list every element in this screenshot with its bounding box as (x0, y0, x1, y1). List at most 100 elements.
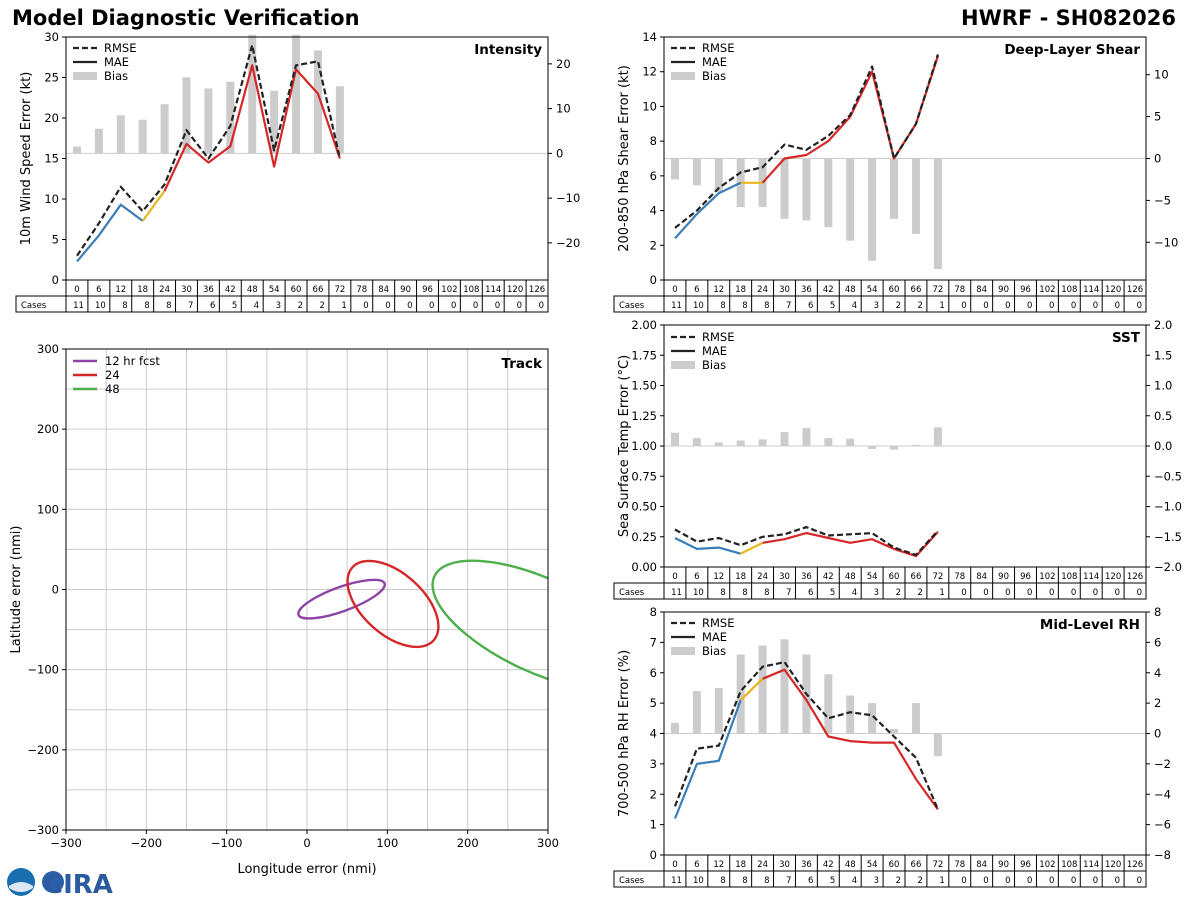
bias-bar (911, 158, 920, 234)
case-count: 0 (983, 876, 988, 886)
bias-bar (714, 687, 723, 734)
bias-bar (868, 446, 877, 450)
case-count: 0 (1137, 876, 1142, 886)
mae-line (674, 537, 741, 555)
bias-bar (692, 690, 701, 734)
forecast-hour-label: 30 (181, 285, 192, 295)
y2-tick-label: −1.5 (1154, 530, 1182, 544)
forecast-hour-label: 114 (1083, 860, 1099, 870)
legend-rmse-label: RMSE (702, 41, 734, 55)
case-count: 7 (786, 301, 791, 311)
cases-table: Cases01161012818824830736642548454360266… (15, 279, 549, 313)
case-count: 0 (1093, 588, 1098, 598)
legend-bias-label: Bias (702, 644, 726, 658)
case-count: 4 (852, 876, 857, 886)
bias-bar (226, 81, 235, 154)
forecast-hour-label: 108 (1061, 285, 1077, 295)
x-tick-label: 0 (303, 836, 310, 850)
case-count: 5 (232, 301, 237, 311)
error-ellipse (297, 578, 386, 620)
case-count: 8 (742, 876, 747, 886)
y2-tick-label: −10 (1154, 235, 1178, 249)
y-tick-label: 0 (52, 273, 59, 287)
forecast-hour-label: 90 (400, 285, 411, 295)
forecast-hour-label: 78 (954, 572, 965, 582)
case-count: 0 (961, 588, 966, 598)
case-count: 2 (917, 301, 922, 311)
forecast-hour-label: 120 (507, 285, 523, 295)
forecast-hour-label: 42 (823, 572, 834, 582)
x-axis-label: Longitude error (nmi) (237, 862, 376, 877)
case-count: 10 (95, 301, 106, 311)
forecast-hour-label: 30 (779, 285, 790, 295)
x-tick-label: 100 (376, 836, 398, 850)
case-count: 1 (939, 876, 944, 886)
case-count: 0 (385, 301, 390, 311)
bias-bar (182, 77, 191, 154)
bias-bar (670, 722, 679, 734)
y-tick-label: 12 (642, 65, 657, 79)
bias-bar (138, 119, 147, 154)
y-tick-label: 14 (642, 30, 657, 44)
y2-tick-label: 0.5 (1154, 409, 1172, 423)
bias-bar (714, 442, 723, 446)
forecast-hour-label: 6 (694, 572, 699, 582)
mae-line (740, 541, 764, 555)
forecast-hour-label: 48 (845, 860, 856, 870)
y-tick-label: 10 (642, 99, 657, 113)
case-count: 0 (539, 301, 544, 311)
forecast-hour-label: 84 (976, 860, 987, 870)
forecast-hour-label: 108 (1061, 860, 1077, 870)
y2-tick-label: 20 (556, 57, 571, 71)
bias-bar (670, 432, 679, 446)
bias-bar (824, 158, 833, 228)
bias-bar (802, 427, 811, 446)
y2-tick-label: 1.5 (1154, 348, 1172, 362)
case-count: 2 (896, 588, 901, 598)
cases-label-cell (613, 295, 665, 313)
mae-line (141, 190, 166, 222)
bias-bar (780, 639, 789, 734)
case-count: 6 (808, 876, 813, 886)
forecast-hour-label: 60 (889, 572, 900, 582)
forecast-hour-label: 84 (976, 572, 987, 582)
forecast-hour-label: 24 (757, 860, 768, 870)
case-count: 11 (73, 301, 84, 311)
forecast-hour-label: 114 (1083, 285, 1099, 295)
forecast-hour-label: 78 (954, 860, 965, 870)
legend-rmse-label: RMSE (702, 330, 734, 344)
forecast-hour-label: 126 (1127, 572, 1143, 582)
forecast-hour-label: 126 (1127, 285, 1143, 295)
case-count: 5 (830, 588, 835, 598)
forecast-hour-label: 42 (823, 285, 834, 295)
y-tick-label: 0 (650, 848, 657, 862)
case-count: 2 (917, 588, 922, 598)
case-count: 2 (319, 301, 324, 311)
case-count: 3 (276, 301, 281, 311)
y2-tick-label: −2.0 (1154, 560, 1182, 574)
y-tick-label: 300 (37, 342, 59, 356)
legend-mae-label: MAE (104, 55, 129, 69)
cases-label: Cases (619, 301, 645, 311)
forecast-hour-label: 0 (672, 572, 677, 582)
forecast-hour-label: 18 (735, 860, 746, 870)
bias-bar (846, 695, 855, 734)
x-tick-label: −200 (131, 836, 163, 850)
cases-label-cell (15, 295, 67, 313)
case-count: 7 (786, 588, 791, 598)
forecast-hour-label: 18 (137, 285, 148, 295)
forecast-hour-label: 102 (1039, 285, 1055, 295)
case-count: 7 (188, 301, 193, 311)
y-tick-label: −300 (27, 823, 59, 837)
forecast-hour-label: 114 (485, 285, 501, 295)
forecast-hour-label: 114 (1083, 572, 1099, 582)
case-count: 0 (983, 588, 988, 598)
rmse-line (674, 54, 939, 229)
case-count: 8 (764, 588, 769, 598)
y2-tick-label: −2 (1154, 757, 1171, 771)
y-axis-label: 700-500 hPa RH Error (%) (617, 650, 632, 817)
y2-tick-label: −20 (556, 236, 580, 250)
legend-mae-label: MAE (702, 344, 727, 358)
y-tick-label: 2 (650, 787, 657, 801)
